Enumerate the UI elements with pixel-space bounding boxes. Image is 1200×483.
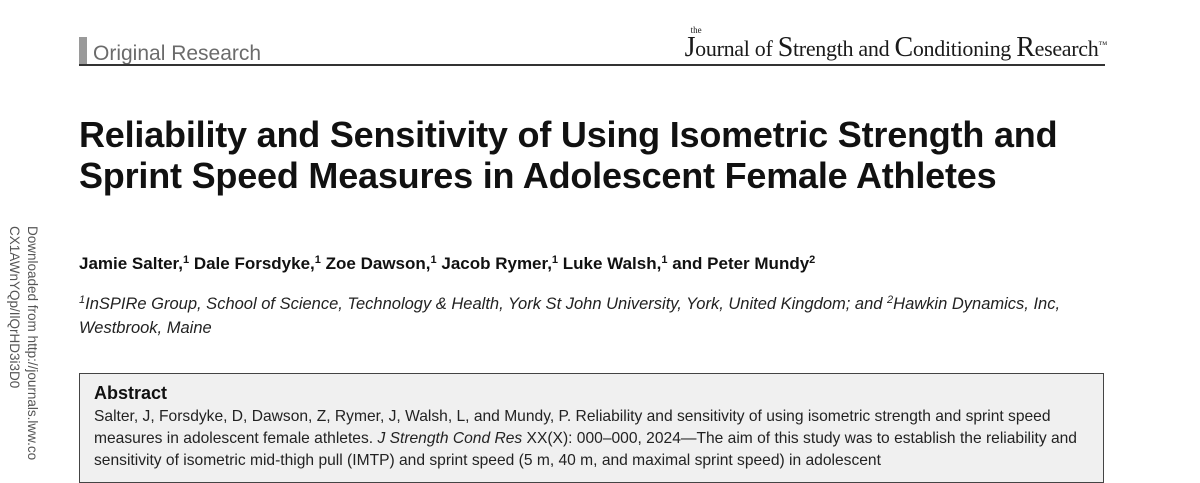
author-name: Jamie Salter, [79,254,183,273]
author-name: Zoe Dawson, [325,254,431,273]
journal-cap-j: J [684,32,696,63]
download-watermark: Downloaded from http://journals.lww.co C… [0,222,48,463]
author-affiliation-mark: 1 [551,254,559,266]
author-affiliation-mark: 1 [314,254,321,266]
journal-part-1: ournal of [695,36,778,61]
author-list: Jamie Salter,1 Dale Forsdyke,1 Zoe Dawso… [79,254,1119,274]
affiliation-mark-1: 1 [79,294,86,306]
abstract-heading: Abstract [94,383,168,403]
affiliation-mark-2: 2 [887,294,894,306]
section-marker-bar [79,37,87,65]
journal-cap-c: C [894,32,913,63]
journal-part-2: trength and [792,36,895,61]
download-watermark-line-1: Downloaded from http://journals.lww.co [25,226,40,461]
abstract-citation: J Strength Cond Res [377,430,523,447]
author-name: Dale Forsdyke, [193,254,315,273]
author-affiliation-mark: 1 [182,254,190,266]
section-label: Original Research [93,42,262,65]
affiliations: 1InSPIRe Group, School of Science, Techn… [79,288,1109,340]
author-affiliation-mark: 1 [430,254,437,266]
affiliation-2: Hawkin Dynamics, Inc, Westbrook, Maine [79,295,1061,337]
journal-name: Journal of Strength and Conditioning Res… [685,32,1108,63]
journal-part-3: onditioning [912,36,1017,61]
journal-logo: the Journal of Strength and Conditioning… [685,26,1108,64]
abstract-intro: Salter, J, Forsdyke, D, Dawson, Z, Rymer… [94,408,1051,447]
journal-part-4: esearch [1034,36,1099,61]
journal-cap-s: S [777,32,794,63]
abstract-text: Salter, J, Forsdyke, D, Dawson, Z, Rymer… [94,406,1094,472]
journal-logo-the: the [690,25,702,35]
author-affiliation-mark: 1 [661,254,668,266]
download-watermark-line-2: CX1AWnYQp/IlQrHD3i3D0 [7,226,22,389]
header-rule [79,64,1105,66]
author-name: Jacob Rymer, [441,254,552,273]
affiliation-1: InSPIRe Group, School of Science, Techno… [85,295,888,313]
journal-cap-r: R [1016,32,1035,63]
abstract-box: Abstract Salter, J, Forsdyke, D, Dawson,… [79,373,1104,483]
article-title: Reliability and Sensitivity of Using Iso… [79,114,1058,196]
author-name: Luke Walsh, [562,254,662,273]
author-affiliation-mark: 2 [809,254,816,266]
author-name: and Peter Mundy [672,254,810,273]
journal-trademark: ™ [1098,39,1107,50]
